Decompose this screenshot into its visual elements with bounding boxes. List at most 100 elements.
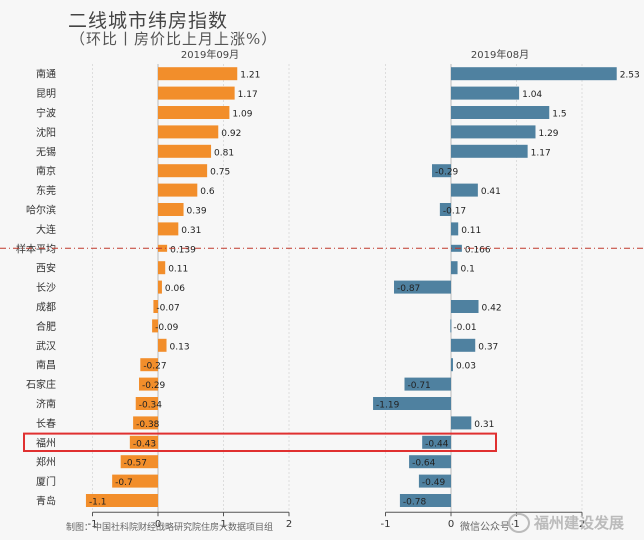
city-label: 郑州 (36, 456, 56, 469)
city-label: 宁波 (36, 107, 56, 120)
bar (158, 125, 219, 139)
data-label: 1.21 (240, 71, 260, 81)
data-label: -0.7 (115, 478, 133, 488)
data-label: -0.34 (139, 401, 163, 411)
bar (120, 455, 158, 469)
bar (135, 397, 158, 410)
bar (451, 338, 476, 352)
data-label: -0.64 (412, 459, 436, 469)
bar (451, 222, 459, 236)
data-label: 0.39 (187, 207, 207, 217)
city-label: 济南 (36, 398, 56, 411)
wechat-label: 微信公众号： (460, 522, 520, 533)
data-label: -0.17 (443, 207, 466, 217)
data-label: 0.37 (478, 342, 498, 352)
data-label: -0.87 (397, 284, 420, 294)
city-label: 长沙 (36, 282, 56, 294)
data-label: 0.41 (481, 187, 501, 197)
data-label: -0.07 (156, 304, 179, 314)
city-label: 东莞 (36, 184, 56, 197)
bar (153, 300, 158, 313)
data-label: 1.17 (238, 90, 258, 100)
bar (451, 416, 472, 430)
bar (158, 86, 235, 100)
data-label: 2.53 (620, 71, 640, 81)
data-label: -0.78 (403, 498, 427, 508)
data-label: -0.49 (422, 478, 446, 488)
data-label: -1.1 (89, 498, 107, 508)
bar (133, 416, 158, 430)
bar (422, 435, 451, 449)
bar (394, 280, 451, 294)
city-label: 长春 (36, 418, 56, 430)
city-label: 西安 (36, 262, 56, 275)
data-label: -1.19 (376, 401, 400, 411)
data-label: 0.06 (165, 284, 185, 294)
bar (418, 474, 451, 488)
city-label: 福州 (36, 436, 56, 449)
watermark: 福州建设发展 (508, 512, 624, 533)
data-label: 1.29 (538, 129, 558, 139)
data-label: -0.44 (425, 439, 449, 449)
watermark-text: 福州建设发展 (534, 514, 625, 532)
data-label: -0.57 (124, 459, 147, 469)
bar (140, 358, 158, 372)
bar (451, 125, 536, 139)
data-label: -0.71 (407, 381, 430, 391)
data-label: 0.31 (474, 420, 494, 430)
bar (399, 494, 451, 507)
bar (432, 164, 451, 178)
city-label: 沈阳 (36, 126, 56, 139)
city-label: 武汉 (36, 339, 56, 352)
bar (158, 222, 179, 236)
bar (158, 203, 184, 216)
data-label: 0.1 (461, 265, 475, 275)
data-label: -0.29 (142, 381, 166, 391)
bar (451, 300, 479, 313)
bar (158, 183, 198, 197)
x-tick-label: 0 (448, 519, 454, 530)
source-note: 制图：中国社科院财经战略研究院住房大数据项目组 (66, 523, 274, 533)
bar (112, 474, 158, 488)
city-label: 南京 (36, 165, 56, 178)
bar (451, 86, 520, 100)
x-tick-label: -1 (381, 519, 391, 530)
data-label: -0.27 (143, 362, 166, 372)
panel-title: 2019年08月 (471, 48, 529, 61)
chart-title: 二线城市纬房指数 (68, 10, 229, 32)
data-label: 0.11 (461, 226, 481, 236)
bar (152, 319, 158, 333)
bar (158, 338, 167, 352)
data-label: -0.01 (453, 323, 476, 333)
data-label: 0.11 (168, 265, 188, 275)
data-label: 0.6 (200, 187, 215, 197)
data-label: 0.42 (482, 304, 502, 314)
city-label: 哈尔滨 (26, 204, 56, 217)
bar (451, 106, 550, 119)
data-label: -0.29 (435, 168, 459, 178)
bar (129, 435, 158, 449)
highlight-box (23, 432, 497, 453)
data-label: 0.139 (170, 245, 196, 255)
data-label: 1.04 (522, 90, 542, 100)
data-label: 0.31 (181, 226, 201, 236)
data-label: 0.13 (170, 342, 190, 352)
bar (439, 203, 451, 216)
city-label: 南昌 (36, 359, 56, 372)
data-label: 0.03 (456, 362, 476, 372)
city-label: 大连 (36, 223, 56, 236)
bar (158, 106, 230, 119)
bar (85, 494, 158, 507)
bar (451, 261, 458, 275)
x-tick-label: 2 (579, 519, 585, 530)
data-label: 1.09 (232, 110, 252, 120)
bar (158, 261, 166, 275)
data-label: 1.5 (552, 110, 566, 120)
city-label: 南通 (36, 68, 56, 81)
city-label: 无锡 (36, 145, 56, 158)
bar (158, 244, 168, 252)
bar (373, 397, 451, 410)
city-label: 厦门 (36, 475, 56, 488)
bar (409, 455, 451, 469)
